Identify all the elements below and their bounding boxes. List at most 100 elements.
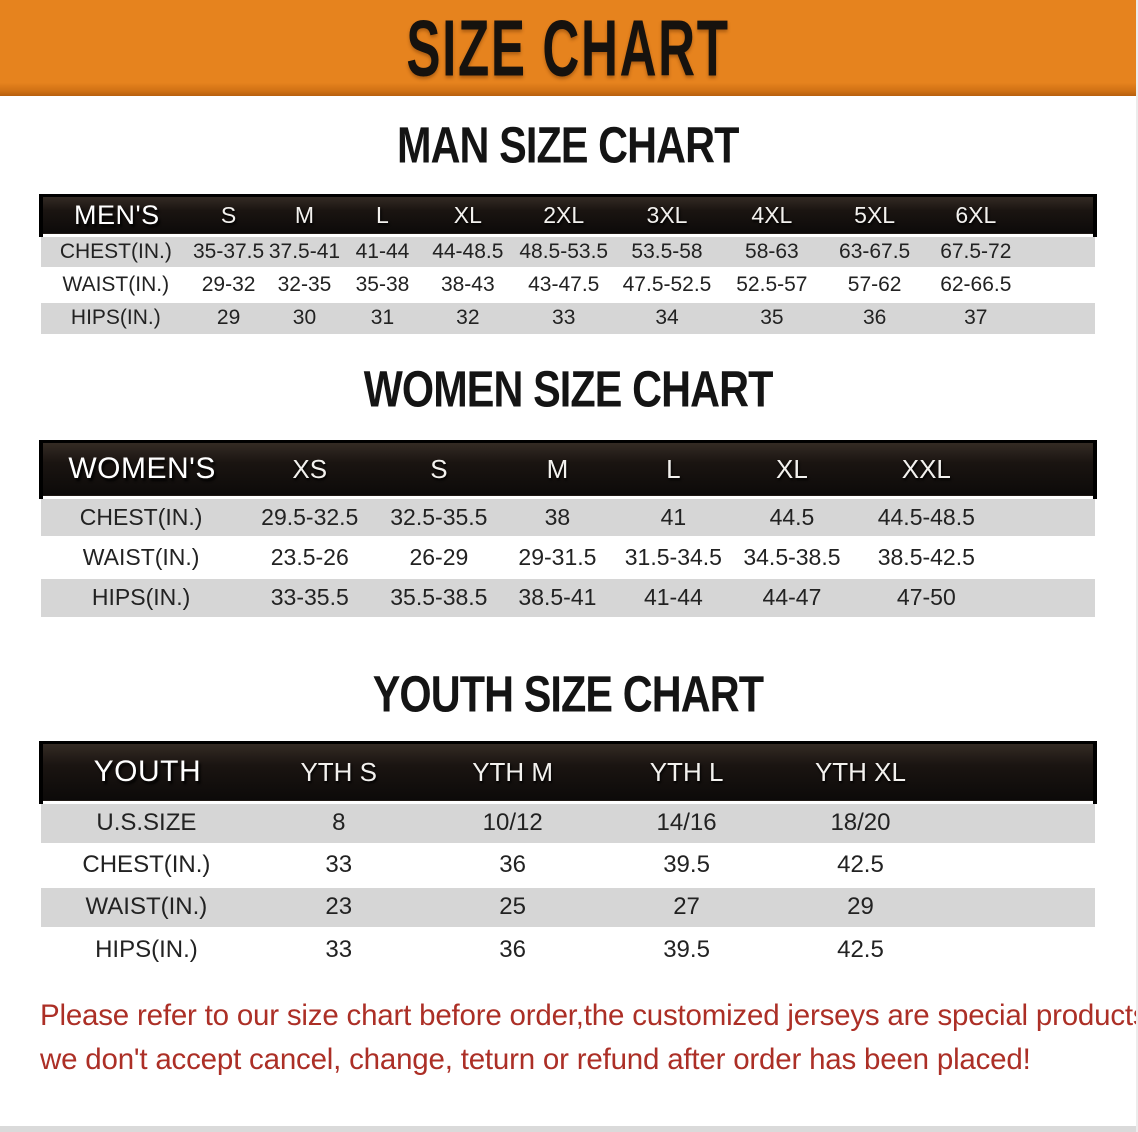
measurement-row: HIPS(IN.) 33-35.5 35.5-38.5 38.5-41 41-44 44-… [41,577,1095,618]
size-value-cell: 35-37.5 [192,239,265,263]
row-label-cell: U.S.SIZE [96,809,197,837]
size-column-header: 4XL [719,193,825,237]
women-size-table-wrap: WOMEN'S XS S M L XL XXL CHEST(IN.) 29.5-32.5 32.5… [38,439,1097,618]
size-value-cell: 35.5-38.5 [390,584,488,611]
size-value-cell: 26-29 [409,543,469,570]
size-column-header: S [378,439,500,499]
size-value-cell: 41 [660,503,687,530]
size-value-cell: 67.5-72 [940,239,1012,263]
size-value-cell: 44.5 [769,503,815,530]
row-spacer-cell [947,802,1095,844]
size-value-cell: 18/20 [830,809,891,837]
size-value-cell: 42.5 [837,935,884,963]
row-spacer-cell [1026,235,1095,268]
size-column-header: L [342,193,423,237]
size-column-header: YTH L [599,740,774,804]
row-label-cell: WAIST(IN.) [62,272,170,296]
size-value-cell: 34 [655,306,679,330]
size-column-header: 2XL [513,193,615,237]
size-value-cell: 39.5 [663,935,710,963]
youth-size-table-wrap: YOUTH YTH S YTH M YTH L YTH XL U.S.SIZE 8 10/12… [39,740,1097,971]
size-value-cell: 44-47 [762,584,822,611]
youth-section-title-text: YOUTH SIZE CHART [372,665,764,723]
footer-line-1: Please refer to our size chart before or… [40,999,1138,1033]
youth-size-table: YOUTH YTH S YTH M YTH L YTH XL U.S.SIZE 8 10/12… [39,740,1097,971]
size-value-cell: 25 [499,893,526,921]
banner-title: SIZE CHART [406,3,730,93]
measurement-row: CHEST(IN.) 33 36 39.5 42.5 [41,844,1095,887]
header-spacer-cell [1026,193,1097,237]
size-value-cell: 8 [332,809,346,837]
row-label-cell: CHEST(IN.) [59,239,172,263]
size-value-cell: 43-47.5 [528,272,600,296]
measurement-row: HIPS(IN.) 33 36 39.5 42.5 [41,928,1095,971]
size-column-header: XS [241,439,379,499]
row-label-cell: WAIST(IN.) [85,893,208,921]
row-label-cell: CHEST(IN.) [82,851,211,879]
measurement-row: HIPS(IN.) 29 30 31 32 33 34 35 36 37 [41,301,1095,335]
size-value-cell: 36 [862,306,887,330]
size-value-cell: 44.5-48.5 [877,503,975,530]
youth-section-title: YOUTH SIZE CHART [0,665,1136,723]
size-value-cell: 52.5-57 [736,272,808,296]
size-value-cell: 23 [325,893,353,921]
measurement-row: WAIST(IN.) 23 25 27 29 [41,886,1095,929]
size-value-cell: 33 [325,935,353,963]
measurement-row: CHEST(IN.) 35-37.5 37.5-41 41-44 44-48.5 48.5… [41,235,1095,269]
table-group-label: YOUTH [39,740,252,804]
size-value-cell: 38-43 [440,272,495,296]
size-value-cell: 31 [370,306,395,330]
men-section-title: MAN SIZE CHART [0,116,1136,174]
measurement-row: WAIST(IN.) 23.5-26 26-29 29-31.5 31.5-34.5 34… [41,537,1095,578]
size-column-header: 3XL [614,193,720,237]
size-value-cell: 48.5-53.5 [519,239,609,263]
size-value-cell: 44-48.5 [432,239,504,263]
footer-note: Please refer to our size chart before or… [40,994,1138,1083]
size-column-header: YTH S [251,740,426,804]
size-value-cell: 47-50 [896,584,956,611]
table-header-row: YOUTH YTH S YTH M YTH L YTH XL [39,740,1097,804]
table-header-row: MEN'S S M L XL 2XL 3XL 4XL 5XL 6XL [39,193,1097,237]
size-value-cell: 47.5-52.5 [622,272,712,296]
size-value-cell: 53.5-58 [631,239,703,263]
row-spacer-cell [1026,268,1095,301]
size-value-cell: 29-32 [201,272,256,296]
size-value-cell: 29-31.5 [518,543,597,570]
size-value-cell: 39.5 [663,851,710,879]
men-section-title-text: MAN SIZE CHART [397,116,739,174]
measurement-row: WAIST(IN.) 29-32 32-35 35-38 38-43 43-47.5 47.… [41,268,1095,302]
size-value-cell: 41-44 [643,584,703,611]
size-column-header: M [266,193,343,237]
size-value-cell: 27 [673,893,700,921]
size-value-cell: 41-44 [355,239,410,263]
size-column-header: XL [731,439,853,499]
size-value-cell: 38.5-41 [518,584,597,611]
measurement-row: U.S.SIZE 8 10/12 14/16 18/20 [41,802,1095,845]
size-value-cell: 58-63 [745,239,799,263]
size-value-cell: 29.5-32.5 [261,503,359,530]
size-value-cell: 35 [760,306,784,330]
size-value-cell: 36 [499,851,526,879]
size-value-cell: 42.5 [837,851,884,879]
size-column-header: 6XL [925,193,1027,237]
size-value-cell: 38.5-42.5 [877,543,975,570]
header-spacer-cell [1000,439,1097,499]
table-group-label: MEN'S [39,193,191,237]
row-label-cell: WAIST(IN.) [82,543,200,570]
size-value-cell: 14/16 [656,809,717,837]
size-value-cell: 33 [552,306,576,330]
size-value-cell: 10/12 [482,809,543,837]
row-spacer-cell [1000,497,1095,537]
size-column-header: YTH XL [773,740,948,804]
size-chart-banner: SIZE CHART [0,0,1136,96]
table-header-row: WOMEN'S XS S M L XL XXL [38,439,1097,499]
women-section-title: WOMEN SIZE CHART [0,361,1136,417]
size-value-cell: 63-67.5 [839,239,911,263]
size-value-cell: 37 [964,306,988,330]
size-value-cell: 34.5-38.5 [743,543,841,570]
size-value-cell: 33 [325,851,353,879]
table-group-label: WOMEN'S [38,439,242,499]
row-spacer-cell [1000,537,1095,577]
men-size-table: MEN'S S M L XL 2XL 3XL 4XL 5XL 6XL CHEST(IN.) 35-37… [39,193,1097,335]
size-value-cell: 23.5-26 [270,543,349,570]
